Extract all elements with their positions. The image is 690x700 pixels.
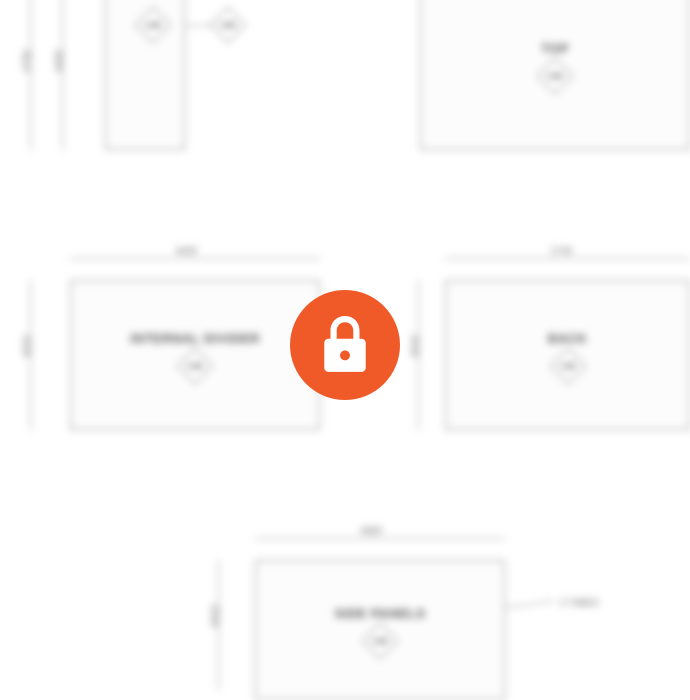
panel-label: INTERNAL DIVIDER xyxy=(130,331,260,347)
panel-label: SIDE PANELS xyxy=(334,606,425,622)
panel-label: BACK xyxy=(548,331,588,347)
diamond-label: C49 xyxy=(548,71,563,80)
diamond-badge: C49 xyxy=(549,347,586,384)
panel-label: TOP xyxy=(541,41,569,57)
dim-value: 4400 xyxy=(54,50,65,72)
panel-top: TOP C49 xyxy=(420,0,690,150)
dim-value: 4010 xyxy=(22,335,33,357)
dim-line xyxy=(70,258,320,259)
dim-value: 4950 xyxy=(360,526,382,537)
diamond-label: C49 xyxy=(146,21,161,30)
diamond-badge: C49 xyxy=(362,622,399,659)
diamond-label: C49 xyxy=(373,636,388,645)
dim-value: 4400 xyxy=(175,246,197,257)
leader-line xyxy=(505,601,555,609)
dim-value: 4010 xyxy=(410,335,421,357)
locked-content-overlay[interactable] xyxy=(290,290,400,400)
diamond-label: C49 xyxy=(188,361,203,370)
panel-side-panels: SIDE PANELS C49 xyxy=(255,560,505,700)
dim-line xyxy=(445,258,690,259)
dim-value: 1740 xyxy=(550,246,572,257)
diamond-badge: C49 xyxy=(537,57,574,94)
dim-line xyxy=(30,0,31,150)
panel-internal-divider: INTERNAL DIVIDER C49 xyxy=(70,280,320,430)
diamond-label: C49 xyxy=(560,361,575,370)
dim-line xyxy=(62,0,63,150)
panel-back: BACK C49 xyxy=(445,280,690,430)
dim-value: 4010 xyxy=(210,605,221,627)
leader-line xyxy=(185,25,213,26)
dim-line xyxy=(255,538,505,539)
diamond-badge: C49 xyxy=(177,347,214,384)
lock-icon xyxy=(320,316,370,374)
dim-value: 4750 xyxy=(22,50,33,72)
diamond-badge: C49 xyxy=(210,7,247,44)
diamond-label: C49 xyxy=(221,21,236,30)
note-2-times: 2 TIMES xyxy=(560,598,599,609)
